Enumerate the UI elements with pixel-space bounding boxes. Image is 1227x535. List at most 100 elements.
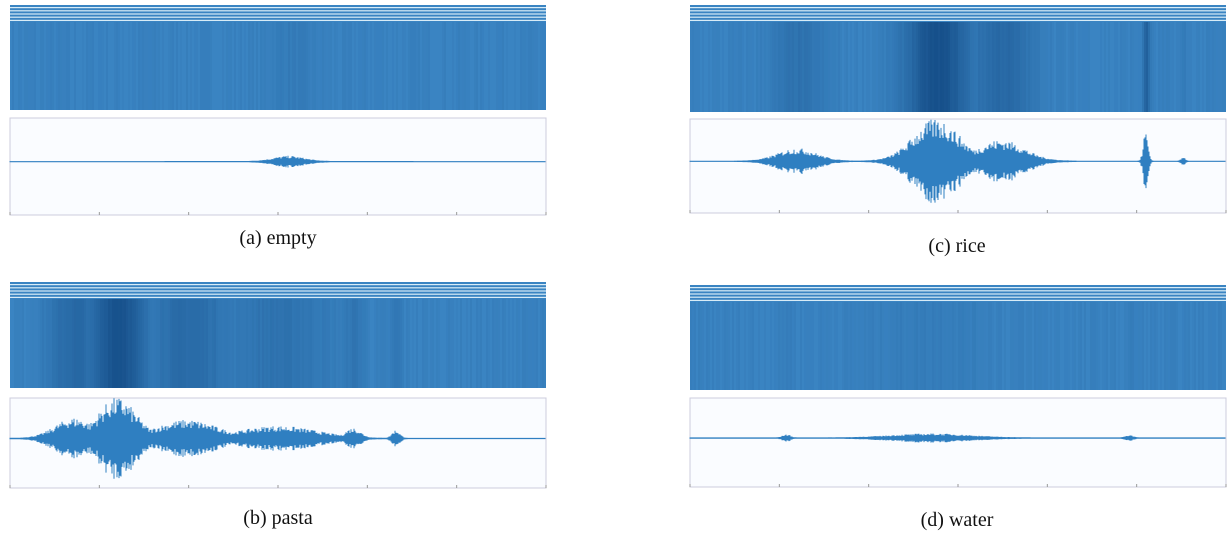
spectrogram-column <box>708 302 710 390</box>
spectrogram-column <box>532 299 534 388</box>
spectrogram-column <box>826 22 828 112</box>
spectrogram-column <box>748 22 750 112</box>
spectrogram-stripe <box>690 293 1226 294</box>
spectrogram-column <box>344 22 346 110</box>
spectrogram-column <box>746 22 748 112</box>
spectrogram-stripe <box>690 300 1226 301</box>
spectrogram-column <box>322 22 324 110</box>
spectrogram-column <box>66 22 68 110</box>
spectrogram-stripe <box>690 13 1226 14</box>
spectrogram-column <box>1020 22 1022 112</box>
spectrogram-column <box>1168 22 1170 112</box>
spectrogram-column <box>702 22 704 112</box>
spectrogram-column <box>1114 22 1116 112</box>
spectrogram-column <box>1186 22 1188 112</box>
waveform <box>690 398 1226 487</box>
spectrogram-column <box>950 302 952 390</box>
spectrogram-column <box>210 299 212 388</box>
spectrogram-column <box>844 22 846 112</box>
spectrogram-column <box>264 299 266 388</box>
spectrogram-column <box>800 22 802 112</box>
spectrogram-column <box>1110 302 1112 390</box>
spectrogram-column <box>712 22 714 112</box>
spectrogram-column <box>814 22 816 112</box>
spectrogram-column <box>776 22 778 112</box>
spectrogram-column <box>524 299 526 388</box>
spectrogram-column <box>350 22 352 110</box>
spectrogram-column <box>96 299 98 388</box>
spectrogram-column <box>250 22 252 110</box>
spectrogram-column <box>266 22 268 110</box>
spectrogram-column <box>92 299 94 388</box>
spectrogram-column <box>260 299 262 388</box>
spectrogram-column <box>128 299 130 388</box>
spectrogram-column <box>1206 22 1208 112</box>
spectrogram-column <box>116 22 118 110</box>
spectrogram-column <box>1158 22 1160 112</box>
spectrogram-column <box>176 22 178 110</box>
spectrogram-column <box>224 299 226 388</box>
spectrogram-column <box>1210 302 1212 390</box>
spectrogram-column <box>194 299 196 388</box>
spectrogram-column <box>946 302 948 390</box>
spectrogram-column <box>230 22 232 110</box>
spectrogram-column <box>324 22 326 110</box>
spectrogram-column <box>302 22 304 110</box>
spectrogram-column <box>1014 22 1016 112</box>
spectrogram-column <box>914 22 916 112</box>
spectrogram-column <box>1140 22 1142 112</box>
spectrogram-column <box>290 299 292 388</box>
spectrogram-column <box>328 22 330 110</box>
spectrogram-column <box>530 299 532 388</box>
spectrogram-column <box>870 302 872 390</box>
spectrogram-column <box>744 302 746 390</box>
spectrogram-column <box>358 299 360 388</box>
spectrogram-column <box>1214 302 1216 390</box>
spectrogram-stripe <box>10 10 546 11</box>
spectrogram-column <box>412 22 414 110</box>
spectrogram-column <box>756 22 758 112</box>
spectrogram-column <box>860 302 862 390</box>
spectrogram-column <box>1000 302 1002 390</box>
spectrogram-column <box>718 302 720 390</box>
spectrogram-column <box>514 22 516 110</box>
spectrogram-column <box>52 299 54 388</box>
spectrogram-column <box>402 22 404 110</box>
spectrogram-column <box>448 299 450 388</box>
spectrogram-column <box>502 22 504 110</box>
spectrogram-column <box>234 299 236 388</box>
spectrogram-column <box>1022 22 1024 112</box>
spectrogram-column <box>952 302 954 390</box>
spectrogram-column <box>892 22 894 112</box>
spectrogram-column <box>452 299 454 388</box>
spectrogram-column <box>856 302 858 390</box>
spectrogram-column <box>1198 302 1200 390</box>
spectrogram-column <box>34 22 36 110</box>
spectrogram-column <box>166 299 168 388</box>
spectrogram-column <box>340 299 342 388</box>
spectrogram-column <box>474 22 476 110</box>
spectrogram-column <box>926 22 928 112</box>
spectrogram-column <box>380 22 382 110</box>
spectrogram-column <box>708 22 710 112</box>
waveform <box>10 118 546 215</box>
spectrogram-column <box>318 22 320 110</box>
spectrogram-column <box>64 299 66 388</box>
spectrogram-column <box>268 299 270 388</box>
spectrogram-column <box>1220 22 1222 112</box>
spectrogram-column <box>970 22 972 112</box>
spectrogram-column <box>1090 302 1092 390</box>
spectrogram-column <box>1132 302 1134 390</box>
spectrogram-column <box>86 299 88 388</box>
spectrogram-column <box>132 22 134 110</box>
spectrogram-column <box>906 302 908 390</box>
spectrogram-column <box>1084 22 1086 112</box>
spectrogram-column <box>170 299 172 388</box>
spectrogram-column <box>818 302 820 390</box>
spectrogram-column <box>1216 22 1218 112</box>
spectrogram-column <box>150 22 152 110</box>
spectrogram-column <box>492 299 494 388</box>
spectrogram-column <box>970 302 972 390</box>
spectrogram-column <box>1156 302 1158 390</box>
spectrogram-column <box>904 302 906 390</box>
